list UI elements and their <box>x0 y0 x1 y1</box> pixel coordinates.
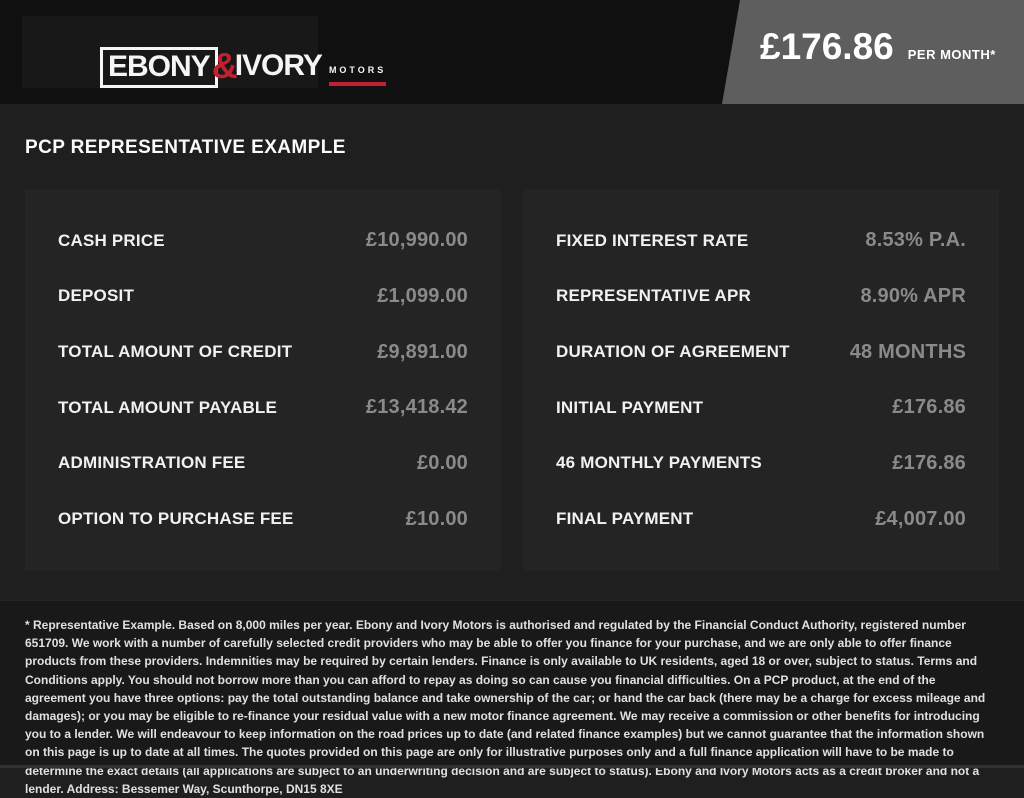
disclaimer-text: * Representative Example. Based on 8,000… <box>25 618 986 796</box>
logo-ivory-text: IVORY <box>234 49 323 82</box>
finance-row: INITIAL PAYMENT £176.86 <box>556 396 966 419</box>
finance-panel-left: CASH PRICE £10,990.00 DEPOSIT £1,099.00 … <box>25 189 501 571</box>
bottom-edge-strip <box>0 765 1024 768</box>
monthly-price-ribbon: £176.86 PER MONTH* <box>722 0 1024 104</box>
finance-row-value: £10.00 <box>405 507 468 530</box>
logo-ampersand: & <box>211 45 238 86</box>
finance-row-value: £176.86 <box>892 451 966 474</box>
finance-row: DEPOSIT £1,099.00 <box>58 285 468 308</box>
finance-row: FIXED INTEREST RATE 8.53% P.A. <box>556 229 966 252</box>
monthly-price-suffix: PER MONTH* <box>907 47 996 62</box>
finance-row-label: DURATION OF AGREEMENT <box>556 342 790 362</box>
main-section: PCP REPRESENTATIVE EXAMPLE CASH PRICE £1… <box>0 104 1024 600</box>
logo-ebony-box: EBONY <box>100 47 218 88</box>
finance-row: REPRESENTATIVE APR 8.90% APR <box>556 285 966 308</box>
finance-row-label: 46 MONTHLY PAYMENTS <box>556 453 762 473</box>
finance-row: TOTAL AMOUNT PAYABLE £13,418.42 <box>58 396 468 419</box>
finance-row-label: CASH PRICE <box>58 230 165 250</box>
finance-row-value: £9,891.00 <box>377 340 468 363</box>
finance-row: ADMINISTRATION FEE £0.00 <box>58 452 468 475</box>
finance-row-value: £10,990.00 <box>365 229 468 252</box>
finance-row: CASH PRICE £10,990.00 <box>58 229 468 252</box>
finance-row-label: REPRESENTATIVE APR <box>556 286 752 306</box>
finance-panel-right: FIXED INTEREST RATE 8.53% P.A. REPRESENT… <box>523 189 999 571</box>
finance-row-label: TOTAL AMOUNT PAYABLE <box>58 397 278 417</box>
finance-row: DURATION OF AGREEMENT 48 MONTHS <box>556 341 966 364</box>
footer-disclaimer-section: * Representative Example. Based on 8,000… <box>0 600 1024 796</box>
header-band: EBONY & IVORY MOTORS £176.86 PER MONTH* <box>0 0 1024 104</box>
finance-row: OPTION TO PURCHASE FEE £10.00 <box>58 508 468 531</box>
finance-row: 46 MONTHLY PAYMENTS £176.86 <box>556 452 966 475</box>
monthly-price: £176.86 <box>760 26 894 67</box>
finance-row: FINAL PAYMENT £4,007.00 <box>556 508 966 531</box>
finance-row-label: DEPOSIT <box>58 286 135 306</box>
logo-ebony-text: EBONY <box>108 50 211 83</box>
page-title: PCP REPRESENTATIVE EXAMPLE <box>25 137 346 158</box>
finance-row-value: £0.00 <box>416 451 468 474</box>
logo-backplate: EBONY & IVORY MOTORS <box>22 16 387 88</box>
finance-row-label: TOTAL AMOUNT OF CREDIT <box>58 342 293 362</box>
finance-panels: CASH PRICE £10,990.00 DEPOSIT £1,099.00 … <box>25 189 999 571</box>
logo-red-underline <box>328 82 387 86</box>
logo-motors-block: MOTORS <box>328 47 387 86</box>
finance-row-label: FIXED INTEREST RATE <box>556 230 749 250</box>
finance-row: TOTAL AMOUNT OF CREDIT £9,891.00 <box>58 341 468 364</box>
finance-row-label: INITIAL PAYMENT <box>556 397 704 417</box>
finance-row-label: ADMINISTRATION FEE <box>58 453 246 473</box>
finance-row-value: £1,099.00 <box>377 284 468 307</box>
logo-motors-text: MOTORS <box>328 65 387 75</box>
finance-row-value: 48 MONTHS <box>849 340 966 363</box>
finance-row-label: FINAL PAYMENT <box>556 509 694 529</box>
finance-row-value: £13,418.42 <box>365 396 468 419</box>
finance-row-value: 8.90% APR <box>860 284 966 307</box>
finance-row-label: OPTION TO PURCHASE FEE <box>58 509 294 529</box>
dealer-logo: EBONY & IVORY MOTORS <box>100 45 387 88</box>
finance-row-value: £4,007.00 <box>875 507 966 530</box>
finance-row-value: £176.86 <box>892 396 966 419</box>
finance-row-value: 8.53% P.A. <box>865 229 966 252</box>
